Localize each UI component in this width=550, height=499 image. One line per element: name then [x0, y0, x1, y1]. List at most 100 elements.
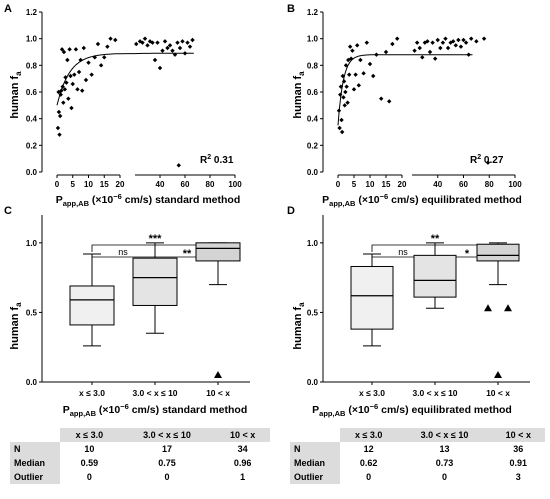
table-cell: 0.62 [359, 458, 378, 468]
data-point-b [417, 45, 422, 51]
data-point-a [105, 44, 110, 49]
summary-table-c: x ≤ 3.0 3.0 < x ≤ 10 10 < x N 10 17 34 M… [10, 428, 270, 484]
y-tick-label-b: 0.2 [307, 141, 319, 150]
x-tick-label-b: 10 [366, 180, 375, 189]
x-tick-label-a: 40 [156, 180, 165, 189]
x-tick-label-a: 100 [228, 180, 242, 189]
data-point-b [461, 37, 466, 43]
box-d [350, 265, 394, 330]
data-point-b [422, 40, 428, 45]
data-point-a [102, 55, 107, 60]
category-label-c: 10 < x [206, 388, 230, 398]
y-tick-label-a: 0.4 [26, 115, 38, 124]
data-point-a [170, 48, 175, 53]
box-c [195, 242, 241, 262]
y-tick-label-b: 0.6 [307, 88, 319, 97]
table-row-label: Outlier [290, 470, 340, 484]
data-point-a [76, 69, 82, 75]
sig-right-c: ** [183, 248, 192, 260]
box-d [476, 243, 520, 262]
y-tick-label-b: 0.0 [307, 168, 319, 177]
data-point-a [162, 39, 168, 44]
data-point-b [361, 71, 366, 76]
data-point-b [343, 89, 348, 95]
y-tick-label-b: 0.8 [307, 61, 319, 70]
data-point-b [425, 39, 430, 44]
data-point-a [70, 81, 75, 87]
data-point-b [456, 37, 461, 43]
data-point-a [108, 36, 113, 41]
panel-label-d: D [287, 205, 295, 217]
data-point-b [355, 43, 360, 48]
y-tick-label-a: 1.2 [26, 8, 38, 17]
data-point-a [190, 37, 195, 43]
table-cell: 0.91 [509, 458, 528, 468]
sig-left-c: ns [118, 247, 128, 257]
data-point-b [427, 49, 433, 55]
sig-left-d: ns [398, 247, 408, 257]
data-point-a [137, 39, 143, 44]
data-point-b [345, 100, 350, 105]
data-point-b [451, 39, 456, 44]
table-header-cell: 10 < x [491, 428, 545, 442]
data-point-a [152, 57, 158, 63]
data-point-b [474, 39, 479, 44]
category-label-d: 3.0 < x ≤ 10 [412, 388, 457, 398]
data-point-a [150, 40, 155, 45]
table-header-row: x ≤ 3.0 3.0 < x ≤ 10 10 < x [10, 428, 270, 442]
r2-label-a: R2 0.31 [200, 154, 234, 166]
x-tick-label-a: 60 [181, 180, 190, 189]
sig-outer-c: *** [149, 233, 163, 245]
x-tick-label-b: 80 [485, 180, 494, 189]
x-axis-title-b: Papp,AB (×10−6 cm/s) equilibrated method [322, 192, 522, 208]
x-tick-label-a: 10 [84, 180, 93, 189]
y-axis-title-a: human fa [9, 71, 23, 119]
data-point-a [59, 47, 65, 52]
data-point-b [339, 117, 344, 123]
data-point-b [353, 72, 358, 77]
outlier-marker-d [504, 304, 512, 312]
table-row-label: Outlier [10, 470, 60, 484]
panel-label-b: B [287, 3, 295, 15]
data-point-b [445, 45, 451, 51]
data-point-a [73, 47, 79, 52]
y-tick-label-a: 1.0 [26, 35, 38, 44]
y-axis-title-d: human fa [292, 302, 306, 350]
x-axis-title-d: Papp,AB (×10−6 cm/s) equilibrated method [312, 402, 512, 418]
data-point-a [62, 87, 68, 92]
data-point-a [187, 44, 193, 49]
table-cell: 34 [237, 444, 248, 454]
y-tick-label-b: 0.4 [307, 115, 319, 124]
x-tick-label-b: 5 [352, 180, 357, 189]
data-point-a [175, 40, 180, 45]
data-point-b [336, 108, 342, 113]
data-point-b [443, 36, 448, 41]
data-point-a [113, 37, 118, 43]
y-tick-label-d: 1.0 [307, 239, 319, 248]
data-point-a [69, 105, 74, 111]
y-tick-label-a: 0.8 [26, 61, 38, 70]
data-point-a [61, 100, 66, 105]
y-tick-label-a: 0.6 [26, 88, 38, 97]
data-point-a [142, 36, 148, 41]
x-tick-label-a: 20 [116, 180, 125, 189]
data-point-b [344, 84, 349, 89]
outlier-marker-d [494, 371, 502, 379]
data-point-a [78, 57, 83, 63]
y-tick-label-a: 0.2 [26, 141, 38, 150]
category-label-c: 3.0 < x ≤ 10 [132, 388, 177, 398]
x-tick-label-b: 40 [433, 180, 442, 189]
data-point-b [350, 48, 355, 53]
data-point-b [412, 48, 417, 53]
table-cell: 12 [363, 444, 374, 454]
x-axis-title-a: Papp,AB (×10−6 cm/s) standard method [56, 192, 241, 208]
data-point-a [75, 87, 80, 92]
table-row: Median 0.59 0.75 0.96 [10, 456, 270, 470]
box-d [413, 254, 457, 298]
table-cell: 0.73 [435, 458, 454, 468]
table-header-row: x ≤ 3.0 3.0 < x ≤ 10 10 < x [290, 428, 545, 442]
table-cell: 0.59 [80, 458, 99, 468]
data-point-a [134, 41, 139, 47]
data-point-b [395, 36, 400, 41]
